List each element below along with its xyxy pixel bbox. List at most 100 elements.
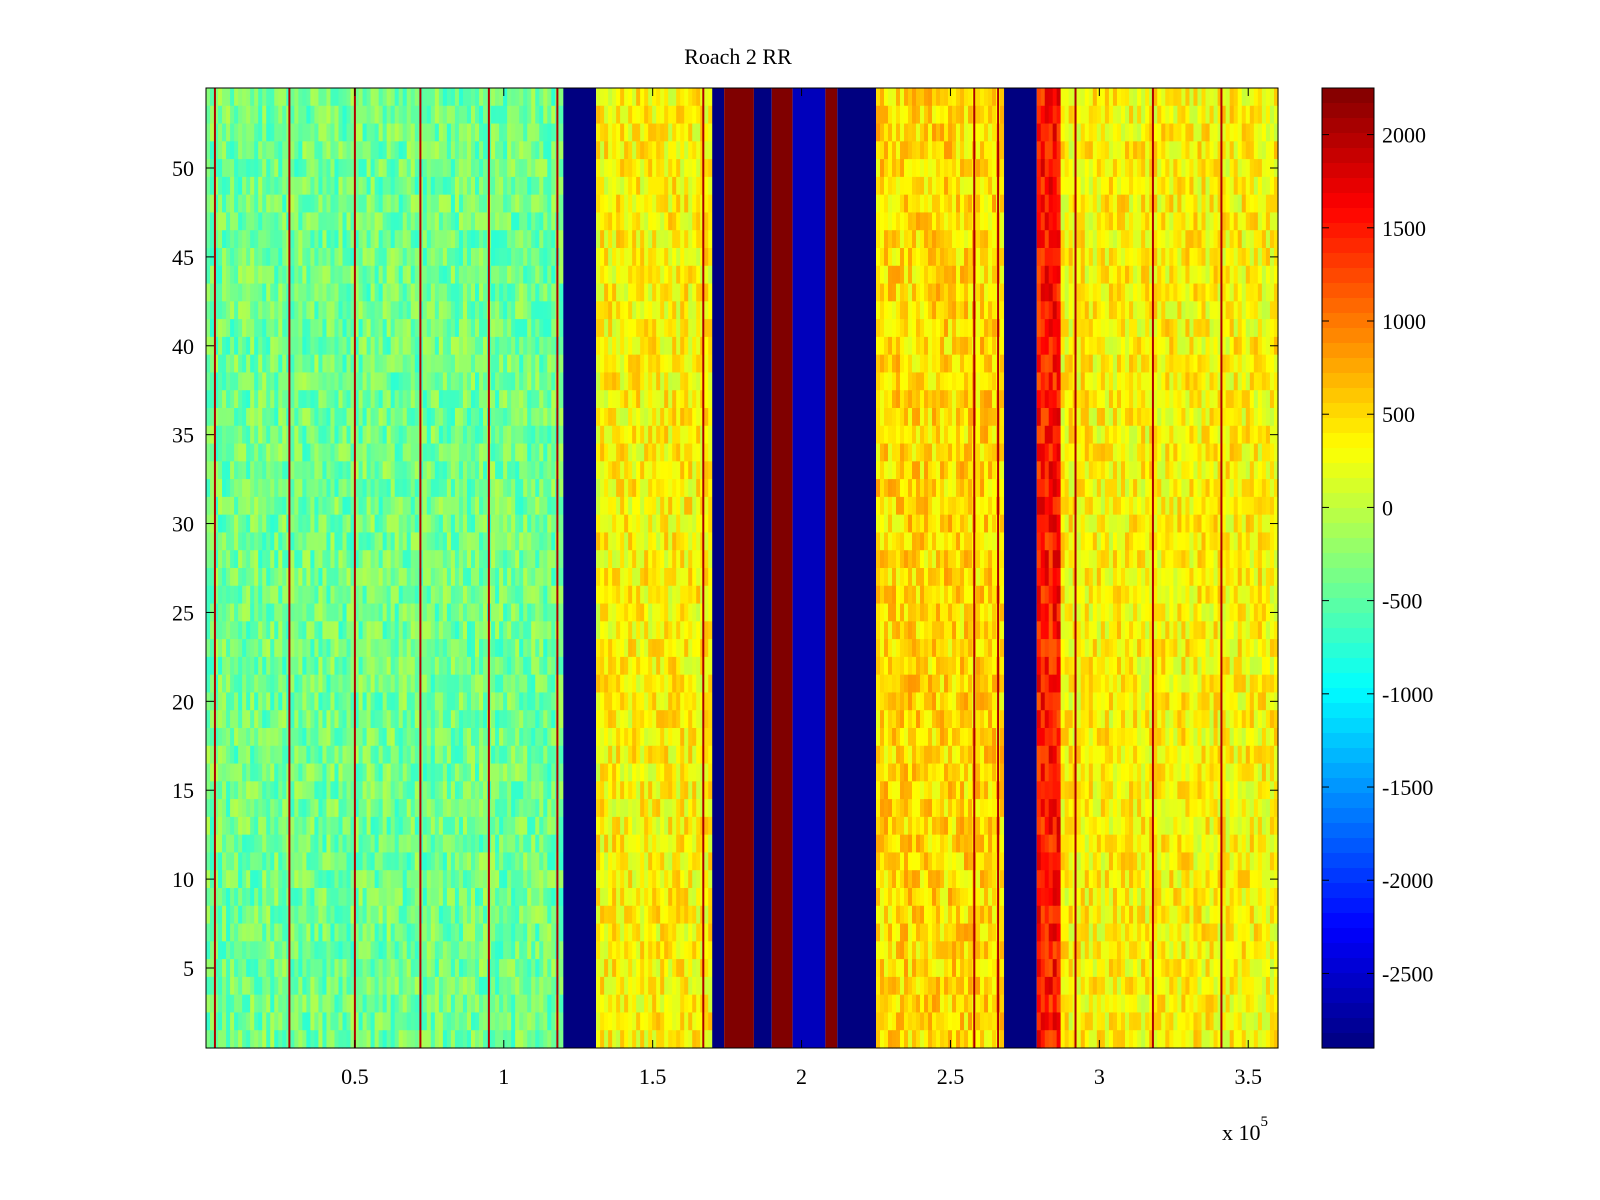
heatmap-cell xyxy=(547,176,552,196)
heatmap-cell xyxy=(402,372,408,391)
heatmap-cell xyxy=(350,621,356,640)
heatmap-cell xyxy=(438,390,444,409)
heatmap-cell xyxy=(246,248,251,267)
heatmap-cell xyxy=(338,603,344,622)
heatmap-cell xyxy=(266,230,271,249)
heatmap-cell xyxy=(491,265,496,285)
heatmap-cell xyxy=(527,799,532,818)
heatmap-cell xyxy=(294,425,299,445)
heatmap-cell xyxy=(406,105,412,125)
heatmap-cell xyxy=(278,301,283,320)
heatmap-cell xyxy=(483,123,488,142)
heatmap-cell xyxy=(346,301,352,320)
heatmap-cell xyxy=(470,461,476,480)
heatmap-cell xyxy=(342,230,348,249)
heatmap-cell xyxy=(382,852,388,871)
heatmap-cell xyxy=(559,1012,564,1031)
heatmap-cell xyxy=(262,265,267,285)
heatmap-cell xyxy=(507,514,512,534)
heatmap-cell xyxy=(222,816,227,836)
heatmap-cell xyxy=(495,319,500,338)
heatmap-cell xyxy=(374,959,380,978)
heatmap-cell xyxy=(318,123,324,142)
heatmap-cell xyxy=(330,941,336,960)
heatmap-cell xyxy=(466,799,472,818)
heatmap-cell xyxy=(523,461,528,480)
heatmap-cell xyxy=(470,212,476,231)
heatmap-cell xyxy=(322,301,328,320)
heatmap-cell xyxy=(543,141,548,160)
heatmap-cell xyxy=(314,532,320,551)
heatmap-cell xyxy=(612,159,617,178)
heatmap-cell xyxy=(495,123,500,142)
heatmap-cell xyxy=(254,728,259,747)
heatmap-cell xyxy=(551,603,556,622)
heatmap-cell xyxy=(374,443,380,462)
heatmap-cell xyxy=(250,176,255,196)
heatmap-cell xyxy=(559,301,564,320)
heatmap-cell xyxy=(346,888,352,907)
heatmap-cell xyxy=(543,603,548,622)
heatmap-cell xyxy=(402,923,408,942)
heatmap-cell xyxy=(422,745,428,765)
heatmap-cell xyxy=(222,461,227,480)
heatmap-cell xyxy=(450,799,456,818)
heatmap-cell xyxy=(499,105,504,125)
heatmap-cell xyxy=(230,870,235,889)
heatmap-cell xyxy=(378,710,384,729)
heatmap-cell xyxy=(483,550,488,569)
heatmap-cell xyxy=(314,123,320,142)
heatmap-cell xyxy=(310,212,315,231)
heatmap-cell xyxy=(214,141,219,160)
heatmap-cell xyxy=(410,959,416,978)
heatmap-cell xyxy=(298,923,303,942)
heatmap-cell xyxy=(543,781,548,800)
heatmap-cell xyxy=(462,283,468,302)
heatmap-cell xyxy=(234,194,239,214)
heatmap-cell xyxy=(314,745,320,765)
heatmap-cell xyxy=(503,443,508,462)
heatmap-cell xyxy=(475,461,480,480)
heatmap-cell xyxy=(334,639,340,658)
heatmap-cell xyxy=(523,905,528,925)
heatmap-cell xyxy=(342,319,348,338)
heatmap-cell xyxy=(430,105,436,125)
heatmap-cell xyxy=(535,959,540,978)
heatmap-cell xyxy=(543,283,548,302)
heatmap-cell xyxy=(398,105,404,125)
heatmap-cell xyxy=(446,212,452,231)
heatmap-cell xyxy=(258,941,263,960)
heatmap-cell xyxy=(442,905,448,925)
heatmap-cell xyxy=(342,870,348,889)
heatmap-cell xyxy=(346,265,352,285)
heatmap-cell xyxy=(531,319,536,338)
heatmap-cell xyxy=(523,710,528,729)
heatmap-cell xyxy=(479,781,484,800)
heatmap-cell xyxy=(322,585,328,605)
heatmap-cell xyxy=(535,568,540,587)
heatmap-cell xyxy=(310,870,315,889)
heatmap-cell xyxy=(234,976,239,996)
heatmap-cell xyxy=(378,781,384,800)
heatmap-cell xyxy=(314,976,320,996)
heatmap-cell xyxy=(218,852,223,871)
heatmap-cell xyxy=(458,852,464,871)
heatmap-cell xyxy=(290,799,295,818)
heatmap-cell xyxy=(446,585,452,605)
heatmap-cell xyxy=(438,834,444,854)
heatmap-cell xyxy=(559,390,564,409)
heatmap-cell xyxy=(246,159,251,178)
heatmap-cell xyxy=(511,443,516,462)
heatmap-cell xyxy=(479,905,484,925)
heatmap-cell xyxy=(470,408,476,427)
heatmap-cell xyxy=(214,88,219,107)
heatmap-cell xyxy=(523,799,528,818)
heatmap-cell xyxy=(616,141,621,160)
heatmap-cell xyxy=(266,976,271,996)
heatmap-cell xyxy=(551,88,556,107)
heatmap-cell xyxy=(370,479,376,498)
heatmap-cell xyxy=(402,852,408,871)
heatmap-cell xyxy=(454,479,460,498)
heatmap-cell xyxy=(334,621,340,640)
heatmap-cell xyxy=(210,372,215,391)
